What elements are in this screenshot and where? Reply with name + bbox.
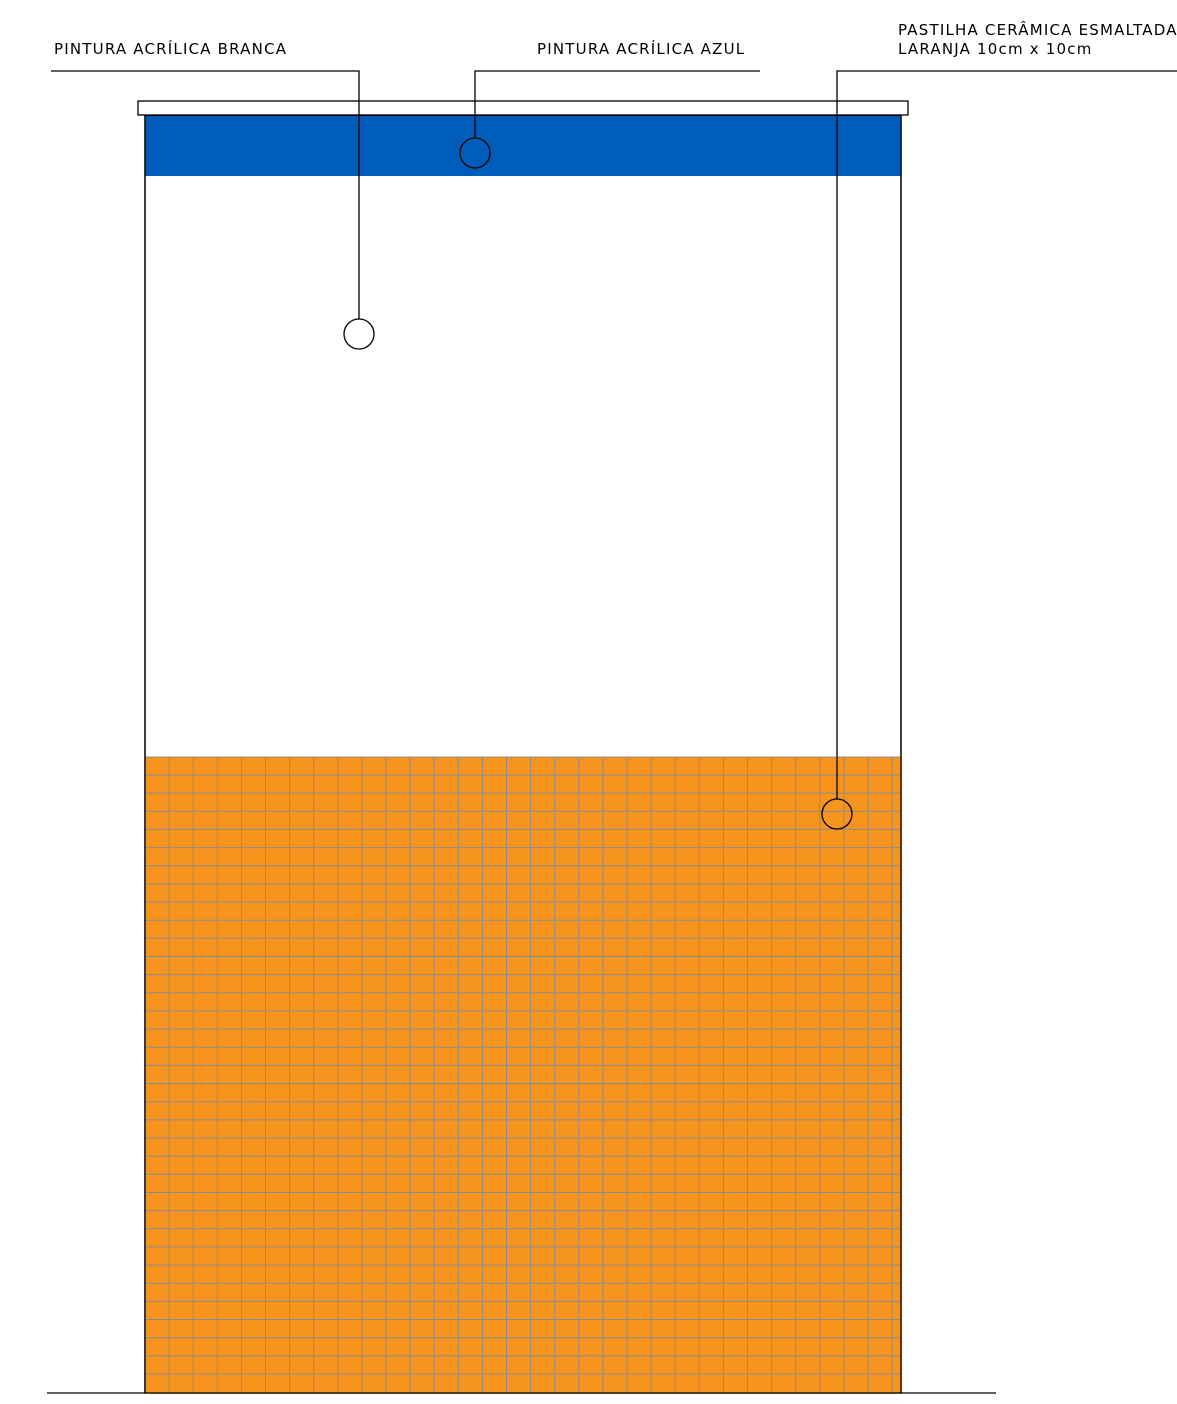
label-ceramic-tile-line1: PASTILHA CERÂMICA ESMALTADA xyxy=(898,20,1177,39)
wall-coping xyxy=(137,100,909,116)
leader-ceramic-tile xyxy=(836,70,1177,799)
leader-white-paint xyxy=(51,70,360,319)
orange-tile-zone xyxy=(145,757,901,1393)
blue-paint-band xyxy=(145,116,901,176)
marker-blue-paint xyxy=(459,137,491,169)
tile-grid xyxy=(145,756,901,1393)
label-ceramic-tile-line2: LARANJA 10cm x 10cm xyxy=(898,40,1093,58)
label-white-paint: PINTURA ACRÍLICA BRANCA xyxy=(54,39,287,58)
leader-blue-paint xyxy=(474,70,760,138)
marker-white-paint xyxy=(343,318,375,350)
label-blue-paint: PINTURA ACRÍLICA AZUL xyxy=(537,39,745,58)
marker-ceramic-tile xyxy=(821,798,853,830)
